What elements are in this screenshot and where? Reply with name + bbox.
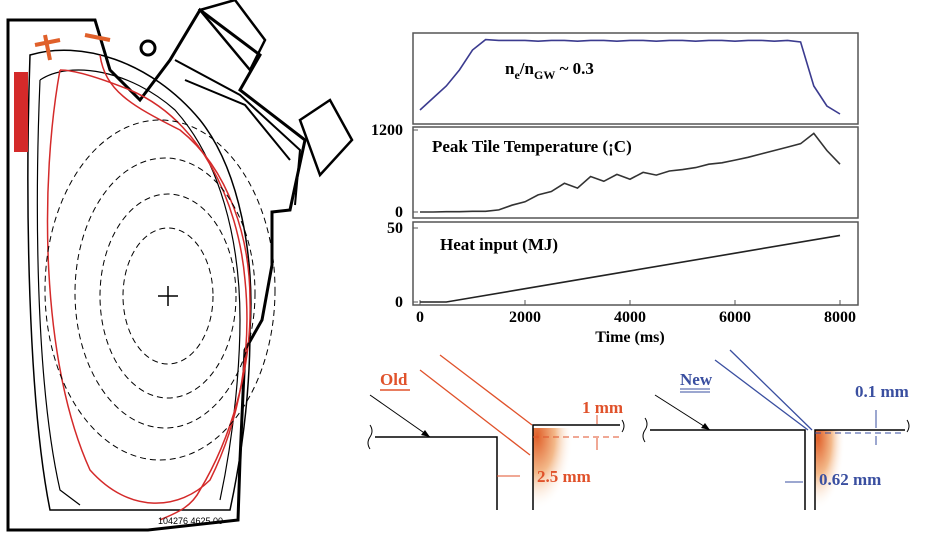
x-axis-label: Time (ms) <box>595 329 664 346</box>
old-tile-diagram <box>367 354 625 510</box>
plot-frame <box>412 32 859 125</box>
data-line <box>420 132 841 213</box>
x-tick-label: 8000 <box>824 309 856 326</box>
data-line <box>419 38 841 115</box>
new-side-gap: 0.62 mm <box>819 470 881 489</box>
panel-label-part: n <box>505 59 515 78</box>
panel-label-part: /n <box>519 59 535 78</box>
y-tick-label: 0 <box>395 294 403 311</box>
new-tile-diagram <box>642 349 910 510</box>
new-top-gap: 0.1 mm <box>855 382 909 401</box>
plot-frame <box>412 126 859 219</box>
x-tick-label: 0 <box>416 309 424 326</box>
old-label: Old <box>380 370 408 389</box>
x-tick-label: 2000 <box>509 309 541 326</box>
plot-frame <box>412 221 859 306</box>
x-tick-label: 4000 <box>614 309 646 326</box>
panel-label-part: ~ 0.3 <box>555 59 594 78</box>
y-tick-label: 0 <box>395 204 403 221</box>
plasma-label: 104276 4625.00 <box>158 516 223 526</box>
panel-label: Heat input (MJ) <box>440 235 558 254</box>
y-tick-label: 50 <box>387 220 403 237</box>
tokamak-diagram <box>6 0 354 532</box>
new-label: New <box>680 370 713 389</box>
data-line <box>420 234 841 303</box>
y-tick-label: 1200 <box>371 122 403 139</box>
charts: ne/nGW ~ 0.3 0 1200 Peak Tile Temperature (… <box>371 32 859 346</box>
panel-label: Peak Tile Temperature (¡C) <box>432 137 632 156</box>
old-top-gap: 1 mm <box>582 398 623 417</box>
panel-label: ne/nGW ~ 0.3 <box>505 59 594 82</box>
panel-label-part: e <box>514 68 520 82</box>
old-side-gap: 2.5 mm <box>537 467 591 486</box>
panel-label-part: GW <box>534 68 555 82</box>
x-tick-label: 6000 <box>719 309 751 326</box>
